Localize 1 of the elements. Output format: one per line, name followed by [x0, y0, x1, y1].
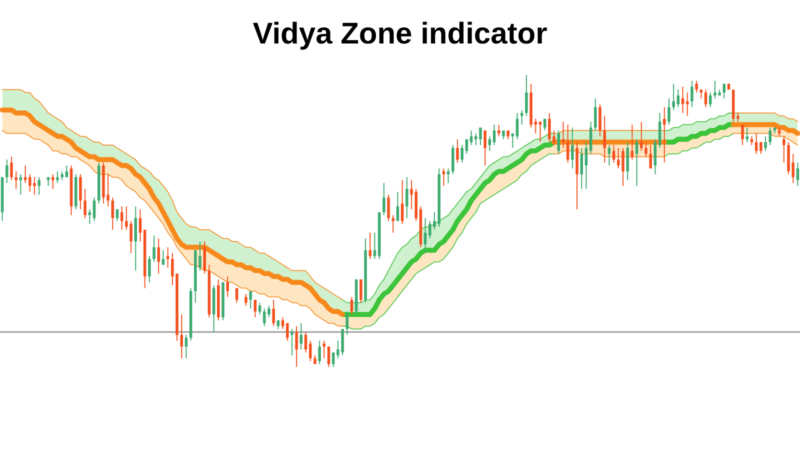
chart-title: Vidya Zone indicator	[252, 17, 548, 50]
